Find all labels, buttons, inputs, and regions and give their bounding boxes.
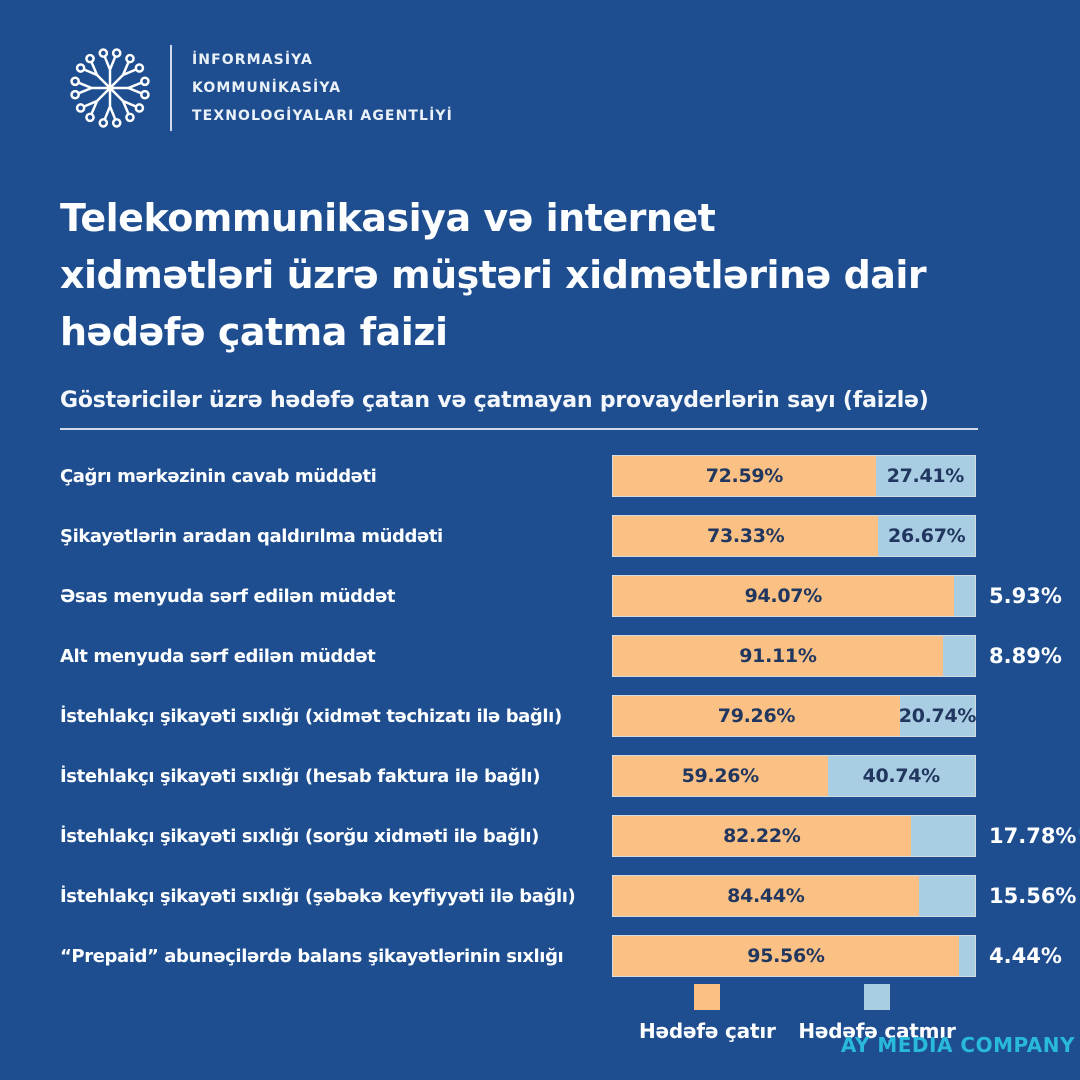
bar-segment-achieved: 94.07% <box>613 576 954 616</box>
legend-swatch-achieved <box>694 984 721 1010</box>
value-label-not-achieved: 26.67% <box>888 525 966 547</box>
stacked-bar-chart: Çağrı mərkəzinin cavab müddəti 72.59% 27.4… <box>60 455 1080 995</box>
category-label: İstehlakçı şikayəti sıxlığı (hesab faktu… <box>60 765 541 787</box>
agency-name-line: TEXNOLOGİYALARI AGENTLİYİ <box>192 108 453 124</box>
bar-segment-not-achieved: 27.41% <box>875 456 975 496</box>
bar-segment-not-achieved <box>918 876 975 916</box>
chart-row: İstehlakçı şikayəti sıxlığı (xidmət təch… <box>60 695 1060 737</box>
chart-legend: Hədəfə çatır Hədəfə çatmır <box>612 984 976 1043</box>
value-label-achieved: 79.26% <box>717 705 796 727</box>
legend-swatch-not-achieved <box>863 984 890 1010</box>
watermark: AY MEDIA COMPANY <box>840 1033 1075 1057</box>
chart-row: Alt menyuda sərf edilən müddət 91.11% 8.89… <box>60 635 1062 677</box>
logo-divider <box>170 45 172 131</box>
value-label-achieved: 72.59% <box>705 465 784 487</box>
bar-segment-not-achieved <box>942 636 975 676</box>
value-label-not-achieved-outside: 15.56% <box>989 884 1077 908</box>
header: İNFORMASİYA KOMMUNİKASİYA TEXNOLOGİYALAR… <box>56 34 453 142</box>
bar-segment-achieved: 84.44% <box>613 876 919 916</box>
network-snowflake-icon <box>56 34 164 142</box>
bar-segment-achieved: 91.11% <box>613 636 943 676</box>
bar-segment-not-achieved <box>910 816 975 856</box>
category-label: İstehlakçı şikayəti sıxlığı (sorğu xidmə… <box>60 825 539 847</box>
stacked-bar: 72.59% 27.41% <box>612 455 976 497</box>
stacked-bar: 94.07% <box>612 575 976 617</box>
subtitle-divider <box>60 428 978 430</box>
value-label-achieved: 82.22% <box>723 825 801 847</box>
ghost-percent-artifact: % <box>1077 824 1080 848</box>
value-label-achieved: 95.56% <box>747 945 825 967</box>
bar-segment-achieved: 95.56% <box>613 936 959 976</box>
legend-label-not-achieved: Hədəfə çatmır <box>798 1019 956 1043</box>
value-label-achieved: 59.26% <box>681 765 760 787</box>
bar-segment-achieved: 73.33% <box>613 516 879 556</box>
page-title-line: hədəfə çatma faizi <box>60 310 448 354</box>
category-label: Alt menyuda sərf edilən müddət <box>60 645 376 667</box>
stacked-bar: 95.56% <box>612 935 976 977</box>
stacked-bar: 59.26% 40.74% <box>612 755 976 797</box>
stacked-bar: 84.44% <box>612 875 976 917</box>
bar-segment-achieved: 72.59% <box>613 456 876 496</box>
bar-segment-not-achieved <box>953 576 975 616</box>
category-label: Əsas menyuda sərf edilən müddət <box>60 585 396 607</box>
chart-row: İstehlakçı şikayəti sıxlığı (hesab faktu… <box>60 755 1060 797</box>
bar-segment-achieved: 79.26% <box>613 696 900 736</box>
bar-segment-not-achieved <box>958 936 975 976</box>
value-label-not-achieved-outside: 8.89% <box>989 644 1062 668</box>
chart-row: İstehlakçı şikayəti sıxlığı (şəbəkə keyf… <box>60 875 1076 917</box>
category-label: İstehlakçı şikayəti sıxlığı (xidmət təch… <box>60 705 562 727</box>
value-label-achieved: 73.33% <box>707 525 785 547</box>
page-title-line: Telekommunikasiya və internet <box>60 196 716 240</box>
value-label-not-achieved: 20.74% <box>898 705 977 727</box>
page-title-line: xidmətləri üzrə müştəri xidmətlərinə dai… <box>60 253 927 297</box>
stacked-bar: 79.26% 20.74% <box>612 695 976 737</box>
category-label: “Prepaid” abunəçilərdə balans şikayətlər… <box>60 945 564 967</box>
bar-segment-not-achieved: 26.67% <box>878 516 975 556</box>
chart-row: İstehlakçı şikayəti sıxlığı (sorğu xidmə… <box>60 815 1080 857</box>
agency-name-line: KOMMUNİKASİYA <box>192 80 342 96</box>
value-label-not-achieved-outside: 5.93% <box>989 584 1062 608</box>
stacked-bar: 91.11% <box>612 635 976 677</box>
page-title: Telekommunikasiya və internet xidmətləri… <box>60 190 927 361</box>
value-label-achieved: 94.07% <box>744 585 823 607</box>
bar-segment-not-achieved: 40.74% <box>827 756 975 796</box>
chart-row: Şikayətlərin aradan qaldırılma müddəti 73… <box>60 515 1060 557</box>
category-label: İstehlakçı şikayəti sıxlığı (şəbəkə keyf… <box>60 885 576 907</box>
chart-row: Əsas menyuda sərf edilən müddət 94.07% 5.9… <box>60 575 1062 617</box>
agency-name-line: İNFORMASİYA <box>192 52 313 68</box>
category-label: Şikayətlərin aradan qaldırılma müddəti <box>60 525 443 547</box>
stacked-bar: 82.22% <box>612 815 976 857</box>
value-label-not-achieved: 27.41% <box>886 465 965 487</box>
value-label-not-achieved-outside: 4.44% <box>989 944 1062 968</box>
bar-segment-achieved: 82.22% <box>613 816 911 856</box>
stacked-bar: 73.33% 26.67% <box>612 515 976 557</box>
bar-segment-not-achieved: 20.74% <box>898 696 977 736</box>
legend-label-achieved: Hədəfə çatır <box>639 1019 776 1043</box>
bar-segment-achieved: 59.26% <box>613 756 828 796</box>
value-label-achieved: 84.44% <box>727 885 805 907</box>
legend-item-achieved: Hədəfə çatır <box>632 984 782 1043</box>
value-label-not-achieved-outside: 17.78%% <box>989 824 1080 848</box>
agency-name: İNFORMASİYA KOMMUNİKASİYA TEXNOLOGİYALAR… <box>192 46 453 130</box>
value-label-achieved: 91.11% <box>739 645 817 667</box>
chart-row: “Prepaid” abunəçilərdə balans şikayətlər… <box>60 935 1062 977</box>
category-label: Çağrı mərkəzinin cavab müddəti <box>60 465 377 487</box>
chart-row: Çağrı mərkəzinin cavab müddəti 72.59% 27.4… <box>60 455 1060 497</box>
value-label-not-achieved: 40.74% <box>862 765 941 787</box>
chart-subtitle: Göstəricilər üzrə hədəfə çatan və çatmay… <box>60 388 929 413</box>
legend-item-not-achieved: Hədəfə çatmır <box>798 984 956 1043</box>
